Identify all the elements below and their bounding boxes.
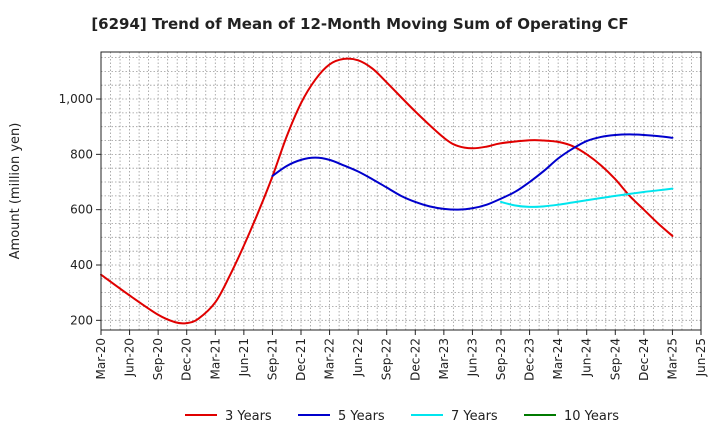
- x-tick-label: Mar-20: [94, 338, 108, 379]
- x-tick-label: Jun-20: [123, 338, 137, 377]
- series-line-7-years: [500, 187, 674, 208]
- legend-label: 7 Years: [451, 409, 498, 424]
- y-tick-label: 400: [70, 258, 93, 272]
- x-tick-label: Jun-21: [237, 338, 251, 377]
- y-tick-label: 200: [70, 313, 93, 327]
- x-tick-label: Jun-23: [465, 338, 479, 377]
- legend-label: 10 Years: [564, 409, 619, 424]
- x-tick-label: Dec-21: [294, 338, 308, 381]
- legend-label: 3 Years: [225, 409, 272, 424]
- x-tick-label: Sep-20: [151, 338, 165, 380]
- x-tick-label: Mar-23: [437, 338, 451, 379]
- y-axis-label: Amount (million yen): [8, 123, 23, 260]
- chart-title: [6294] Trend of Mean of 12-Month Moving …: [91, 15, 628, 33]
- y-axis-ticks: 200 400 600 800 1,000: [59, 92, 101, 327]
- x-tick-label: Sep-23: [494, 338, 508, 380]
- x-tick-label: Jun-25: [694, 338, 708, 377]
- y-tick-label: 800: [70, 147, 93, 161]
- x-axis-ticks: Mar-20 Jun-20 Sep-20 Dec-20 Mar-21 Jun-21 Sep-…: [94, 330, 708, 381]
- x-tick-label: Sep-22: [380, 338, 394, 380]
- legend-label: 5 Years: [338, 409, 385, 424]
- grid: [100, 52, 702, 330]
- x-tick-label: Dec-24: [637, 338, 651, 381]
- x-tick-label: Mar-25: [665, 338, 679, 379]
- x-tick-label: Dec-20: [180, 338, 194, 381]
- x-tick-label: Dec-23: [523, 338, 537, 381]
- legend: 3 Years 5 Years 7 Years 10 Years: [185, 409, 619, 424]
- x-tick-label: Sep-24: [608, 338, 622, 380]
- series-line-5-years: [271, 133, 674, 211]
- x-tick-label: Mar-21: [208, 338, 222, 379]
- x-tick-label: Mar-22: [323, 338, 337, 379]
- y-tick-label: 1,000: [59, 92, 93, 106]
- x-tick-label: Jun-22: [351, 338, 365, 377]
- series-line-3-years: [100, 57, 674, 325]
- x-tick-label: Dec-22: [408, 338, 422, 381]
- plot-area: [100, 51, 702, 331]
- x-tick-label: Mar-24: [551, 338, 565, 379]
- series-lines: [100, 57, 674, 325]
- x-tick-label: Jun-24: [580, 338, 594, 377]
- x-tick-label: Sep-21: [265, 338, 279, 380]
- y-tick-label: 600: [70, 203, 93, 217]
